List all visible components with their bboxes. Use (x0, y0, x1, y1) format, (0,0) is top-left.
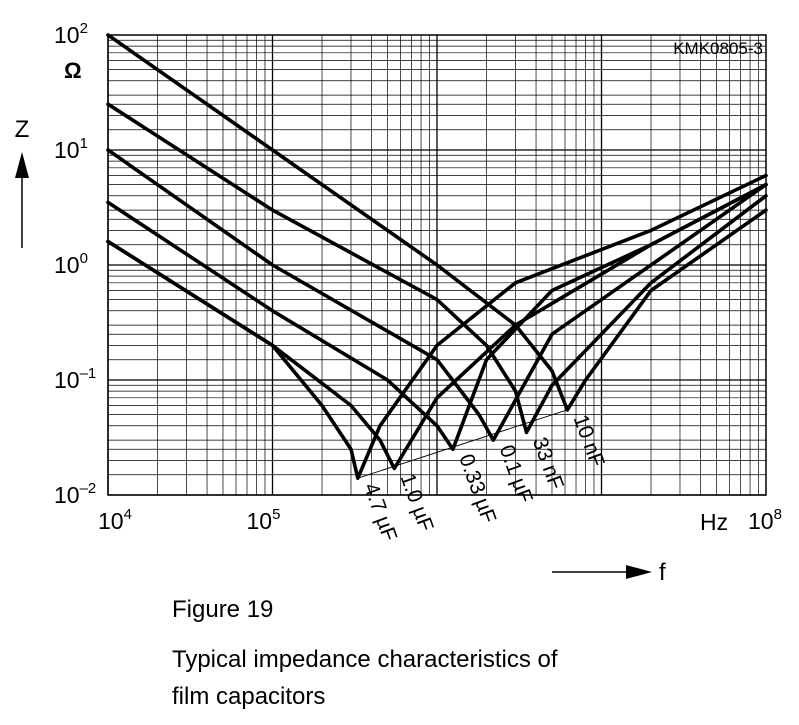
series-label-1: 1.0 µF (396, 470, 438, 534)
series-label-5: 10 nF (569, 412, 609, 470)
x-axis-label: f (659, 559, 666, 586)
y-tick-label: 100 (54, 250, 88, 278)
figure-title-line-1: Typical impedance characteristics of (172, 646, 558, 674)
y-tick-label: 102 (54, 20, 88, 48)
series-label-0: 4.7 µF (359, 480, 401, 544)
y-tick-label: 10–1 (54, 365, 96, 393)
y-axis-arrow (15, 152, 29, 248)
x-tick-label: 108 (748, 506, 782, 534)
chart-code: KMK0805-3 (673, 39, 763, 58)
series-label-2: 0.33 µF (454, 451, 500, 526)
series-label-3: 0.1 µF (495, 442, 537, 506)
y-tick-label: 10–2 (54, 480, 96, 508)
x-tick-label: 104 (98, 506, 132, 534)
figure-number: Figure 19 (172, 596, 273, 624)
y-tick-label: 101 (54, 135, 88, 163)
y-tick-labels: 102 101 100 10–1 10–2 (54, 20, 96, 508)
x-tick-label: 105 (247, 506, 281, 534)
x-tick-labels: 104 105 108 (98, 506, 782, 534)
figure-title-line-2: film capacitors (172, 683, 325, 711)
x-axis-arrow (552, 565, 652, 579)
series-label-4: 33 nF (528, 434, 568, 492)
x-unit-label: Hz (700, 509, 728, 535)
y-axis-label: Z (15, 116, 30, 143)
y-unit-label: Ω (64, 58, 82, 83)
